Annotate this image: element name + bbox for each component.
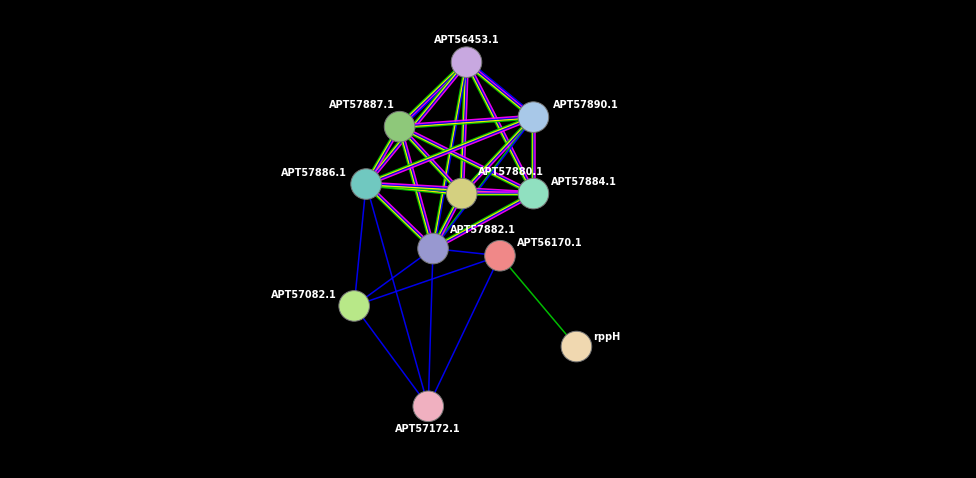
Circle shape [485,240,515,271]
Text: APT57880.1: APT57880.1 [478,167,545,177]
Text: APT57884.1: APT57884.1 [551,177,617,186]
Circle shape [518,102,549,132]
Circle shape [518,178,549,209]
Text: APT57887.1: APT57887.1 [329,100,394,110]
Text: APT57886.1: APT57886.1 [281,168,347,178]
Circle shape [418,233,448,264]
Text: APT57082.1: APT57082.1 [271,291,337,300]
Circle shape [385,111,415,142]
Text: APT57172.1: APT57172.1 [395,424,461,435]
Circle shape [350,169,382,199]
Text: rppH: rppH [593,332,621,342]
Text: APT57890.1: APT57890.1 [552,100,618,110]
Circle shape [451,47,482,77]
Text: APT56453.1: APT56453.1 [433,35,500,45]
Circle shape [413,391,443,422]
Circle shape [561,331,591,362]
Text: APT57882.1: APT57882.1 [450,225,515,235]
Text: APT56170.1: APT56170.1 [516,238,583,248]
Circle shape [339,291,370,321]
Circle shape [446,178,477,209]
